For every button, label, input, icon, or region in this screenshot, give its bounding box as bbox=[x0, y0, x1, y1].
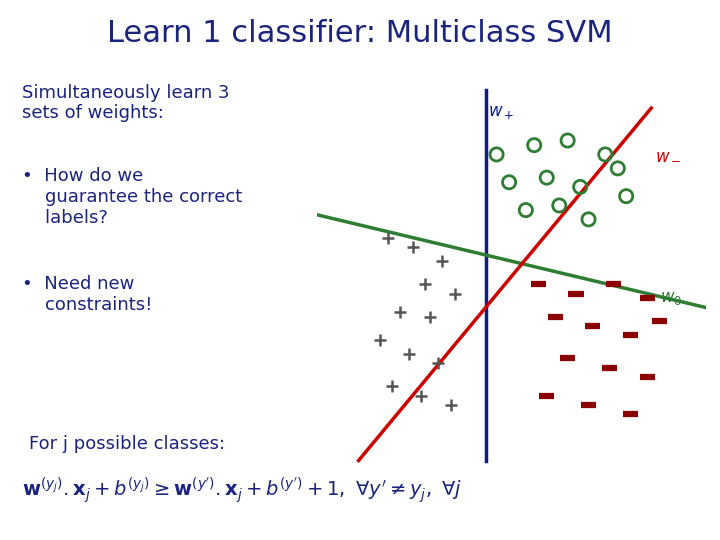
Text: Learn 1 classifier: Multiclass SVM: Learn 1 classifier: Multiclass SVM bbox=[107, 19, 613, 48]
Point bbox=[395, 308, 406, 316]
Text: $w_+$: $w_+$ bbox=[488, 104, 515, 122]
Point bbox=[503, 178, 515, 187]
Point bbox=[528, 141, 540, 150]
Text: $\mathbf{w}^{(y_j)}.\mathbf{x}_j + b^{(y_j)} \geq \mathbf{w}^{(y')}.\mathbf{x}_j: $\mathbf{w}^{(y_j)}.\mathbf{x}_j + b^{(y… bbox=[22, 475, 462, 504]
Point bbox=[520, 206, 531, 214]
Text: •  How do we
    guarantee the correct
    labels?: • How do we guarantee the correct labels… bbox=[22, 167, 242, 227]
Point bbox=[445, 401, 456, 409]
Point bbox=[436, 257, 448, 266]
Point bbox=[387, 382, 398, 390]
Text: $w_-$: $w_-$ bbox=[655, 145, 682, 164]
Point bbox=[491, 150, 503, 159]
Point bbox=[374, 336, 385, 345]
Point bbox=[449, 289, 461, 298]
Point bbox=[575, 183, 586, 191]
Point bbox=[612, 164, 624, 173]
Point bbox=[554, 201, 565, 210]
Point bbox=[600, 150, 611, 159]
Point bbox=[403, 349, 415, 358]
Text: For j possible classes:: For j possible classes: bbox=[29, 435, 225, 453]
Point bbox=[424, 313, 436, 321]
Text: $w_0$: $w_0$ bbox=[660, 289, 682, 307]
Point bbox=[621, 192, 632, 200]
Point bbox=[432, 359, 444, 367]
Point bbox=[562, 136, 573, 145]
Text: Simultaneously learn 3
sets of weights:: Simultaneously learn 3 sets of weights: bbox=[22, 84, 229, 123]
Point bbox=[415, 392, 427, 400]
Point bbox=[541, 173, 552, 182]
Point bbox=[382, 234, 394, 242]
Point bbox=[408, 243, 419, 252]
Point bbox=[420, 280, 431, 288]
Point bbox=[582, 215, 594, 224]
Text: •  Need new
    constraints!: • Need new constraints! bbox=[22, 275, 152, 314]
